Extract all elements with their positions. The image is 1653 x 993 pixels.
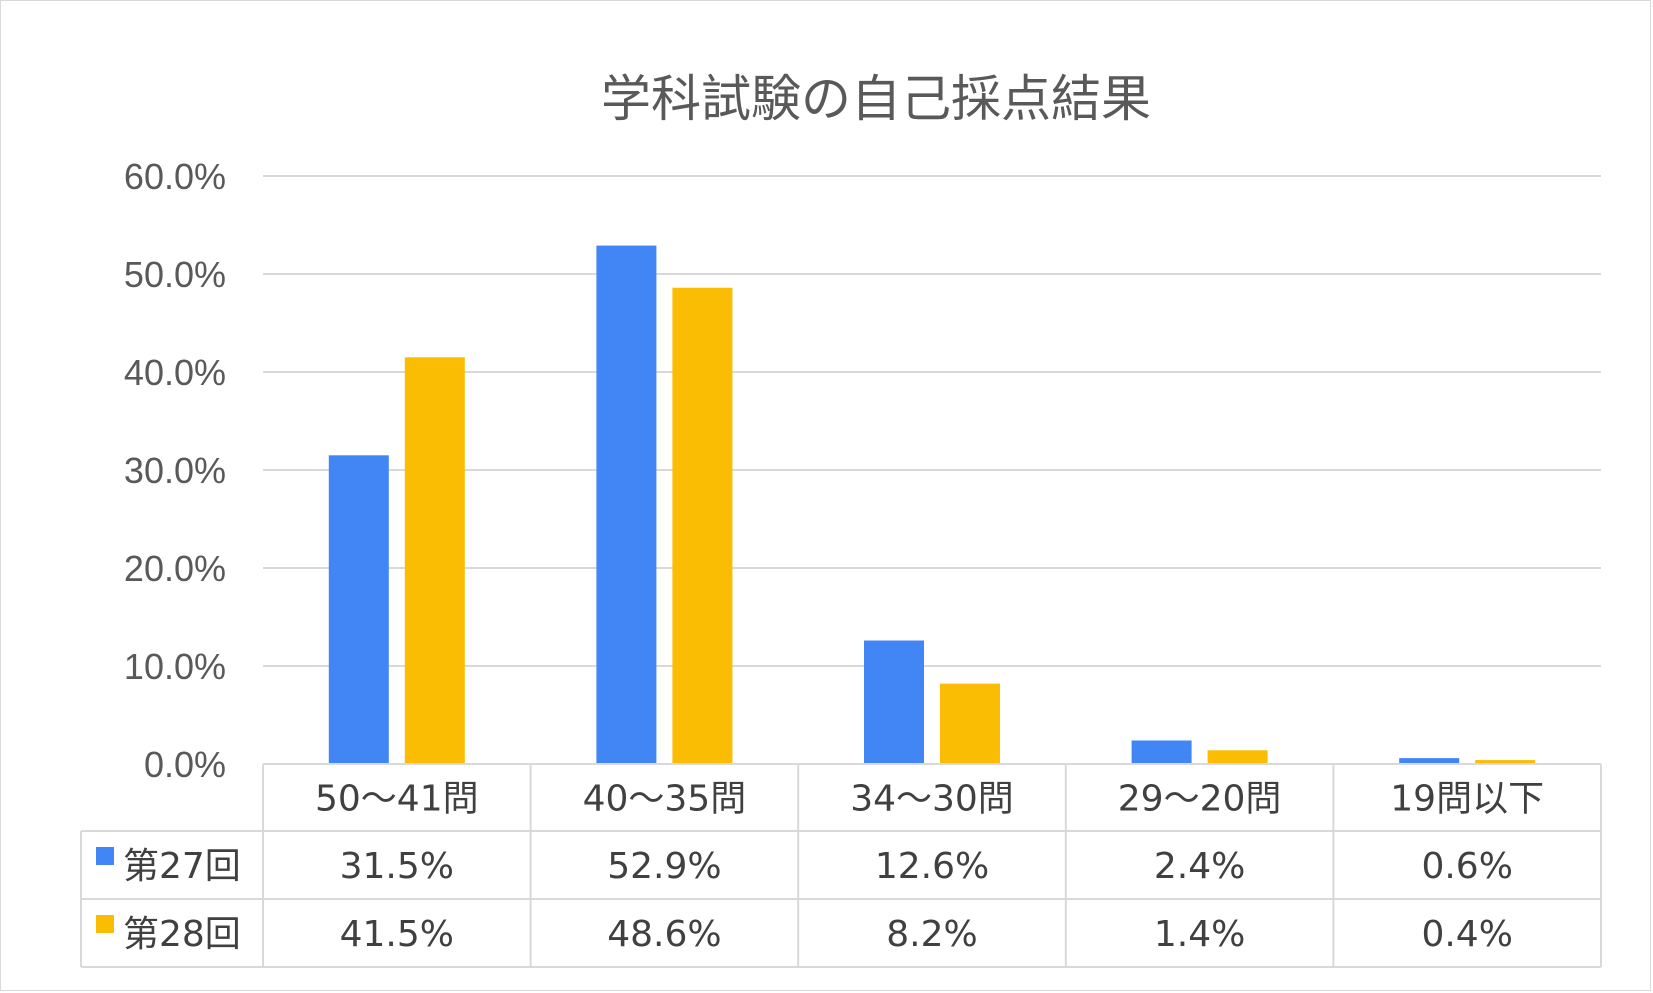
category-label: 50～41問 xyxy=(315,779,479,820)
y-tick-label: 60.0% xyxy=(124,156,226,197)
data-value: 0.4% xyxy=(1421,914,1512,955)
bar-2-1 xyxy=(404,357,465,764)
y-tick-label: 40.0% xyxy=(124,352,226,393)
data-value: 41.5% xyxy=(340,914,454,955)
bar-2-3 xyxy=(940,683,1000,764)
bar-1-1 xyxy=(328,455,389,764)
bar-1-2 xyxy=(596,245,657,764)
data-value: 2.4% xyxy=(1154,846,1245,887)
category-label: 34～30問 xyxy=(850,779,1014,820)
y-tick-label: 20.0% xyxy=(124,548,226,589)
data-value: 1.4% xyxy=(1154,914,1245,955)
legend-key-1 xyxy=(96,847,114,865)
y-tick-label: 30.0% xyxy=(124,450,226,491)
category-label: 40～35問 xyxy=(583,779,747,820)
bars xyxy=(328,245,1536,764)
data-value: 48.6% xyxy=(607,914,721,955)
bar-1-3 xyxy=(864,640,924,764)
y-tick-label: 50.0% xyxy=(124,254,226,295)
bar-2-5 xyxy=(1475,760,1536,764)
y-tick-label: 0.0% xyxy=(144,744,226,785)
bar-2-2 xyxy=(672,287,733,764)
bar-1-5 xyxy=(1399,758,1460,764)
data-value: 8.2% xyxy=(886,914,977,955)
y-axis-ticks: 0.0% 10.0% 20.0% 30.0% 40.0% 50.0% 60.0% xyxy=(124,156,226,785)
data-value: 0.6% xyxy=(1421,846,1512,887)
legend-key-2 xyxy=(96,915,114,933)
category-label: 19問以下 xyxy=(1390,779,1544,820)
data-value: 52.9% xyxy=(607,846,721,887)
data-value: 31.5% xyxy=(340,846,454,887)
series-name: 第27回 xyxy=(123,846,241,887)
data-value: 12.6% xyxy=(875,846,989,887)
gridlines xyxy=(263,175,1601,667)
series-name: 第28回 xyxy=(123,914,241,955)
bar-1-4 xyxy=(1131,740,1192,764)
chart-title: 学科試験の自己採点結果 xyxy=(601,70,1151,128)
category-label: 29～20問 xyxy=(1118,779,1282,820)
bar-2-4 xyxy=(1207,750,1268,764)
y-tick-label: 10.0% xyxy=(124,646,226,687)
